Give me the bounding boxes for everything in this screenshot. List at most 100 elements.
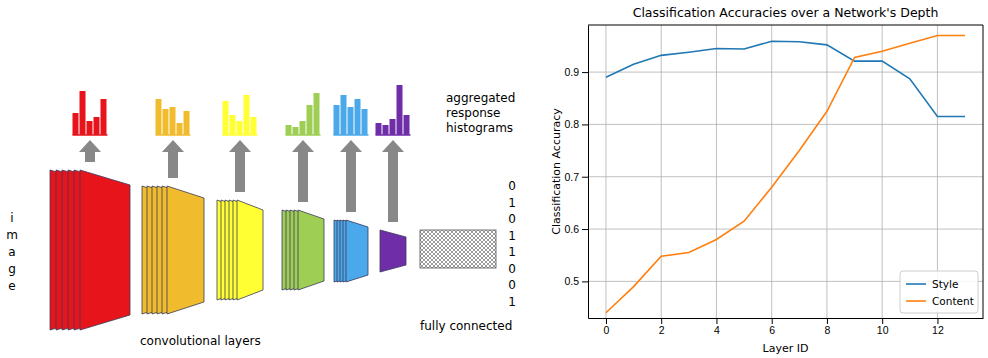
x-tick-mark [772,318,773,324]
legend-swatch [906,283,926,285]
y-tick-label: 0.6 [564,223,579,235]
x-tick-label: 0 [604,324,610,336]
histogram-bar [87,121,93,135]
y-tick-label: 0.9 [564,66,579,78]
x-tick-label: 2 [659,324,665,336]
histogram-bar [341,95,347,135]
histogram-bar [163,109,169,135]
histogram-base [334,134,369,136]
histogram [156,99,191,135]
output-bit: 0 [508,212,516,226]
layer-block [334,220,368,282]
layer-sheet [167,186,204,314]
histogram-bar [156,99,162,135]
layer-sheet [346,220,368,282]
x-tick: 8 [825,318,831,336]
image-label: image [6,211,18,293]
layer-block [282,210,324,290]
histogram-bar [300,121,306,135]
y-axis-title: Classification Accuracy [550,108,563,235]
y-tick-mark [582,72,588,73]
histogram [286,93,321,135]
histogram-label-line: histograms [446,121,513,135]
chart: Classification Accuracies over a Network… [550,5,984,355]
histogram-base [73,134,108,136]
chart-title: Classification Accuracies over a Network… [633,5,939,20]
layer-sheet [237,200,263,300]
grid-line-x [605,25,606,318]
histogram-base [223,134,258,136]
y-axis: 0.5 0.6 0.7 0.8 0.9 [564,26,588,319]
output-bit: 1 [508,229,516,243]
arrow [292,140,314,202]
y-tick-label: 0.8 [564,118,579,130]
x-tick-mark [827,318,828,324]
grid-line-y [588,176,983,177]
figure: image aggregatedresponsehistograms convolu… [0,0,988,358]
x-tick-label: 6 [769,324,775,336]
y-tick-label: 0.7 [564,171,579,183]
legend-label: Content [932,295,974,307]
grid-line-y [588,229,983,230]
frame-top [588,25,983,26]
histogram-bar [177,123,183,135]
legend: Style Content [900,271,978,313]
histogram-bar [251,117,257,135]
histogram [376,85,411,135]
histogram-bar [101,99,107,135]
output-bit: 1 [508,196,516,210]
x-axis-line [589,318,984,319]
histogram-base [376,134,411,136]
histogram-bar [286,125,292,135]
histogram-bar [184,111,190,135]
histogram-bar [307,105,313,135]
histogram-bar [362,109,368,135]
output-bit: 0 [508,278,516,292]
output-bit: 1 [508,295,516,309]
x-tick: 2 [659,318,665,336]
y-tick: 0.8 [564,118,588,130]
x-tick-mark [716,318,717,324]
x-tick-mark [661,318,662,324]
y-tick-mark [582,124,588,125]
x-axis: 024681012 [589,318,984,336]
y-tick: 0.5 [564,275,588,287]
histogram-bar [334,105,340,135]
arrow [382,140,404,222]
grid-line-x [882,25,883,318]
layer-sheet [80,170,130,330]
histogram-bar [355,99,361,135]
x-tick-mark [937,318,938,324]
histogram-label: aggregatedresponsehistograms [446,91,515,135]
layer-block [50,170,130,330]
x-axis-title: Layer ID [763,342,809,355]
x-tick: 0 [604,318,610,336]
y-tick-mark [582,177,588,178]
histogram-bar [376,123,382,135]
series-line [606,41,965,116]
grid-line-x [826,25,827,318]
x-tick: 12 [932,318,944,336]
histogram-bar [237,121,243,135]
y-tick: 0.9 [564,66,588,78]
histogram [223,95,258,135]
y-tick-mark [582,281,588,282]
histogram-bar [94,117,100,135]
arrow [79,140,101,162]
histogram-bar [404,115,410,135]
histogram-bar [223,101,229,135]
layer-block [380,230,406,272]
histogram-bar [390,119,396,135]
x-tick-label: 8 [825,324,831,336]
y-tick-mark [582,229,588,230]
legend-label: Style [932,278,958,290]
conv-label: convolutional layers [140,334,261,348]
layer-sheet [380,230,406,272]
output-bit: 1 [508,245,516,259]
x-tick-mark [882,318,883,324]
grid-line-x [716,25,717,318]
histogram-label-line: aggregated [446,91,515,105]
arrow [340,140,362,212]
histogram-bar [348,107,354,135]
arrow [162,140,184,178]
